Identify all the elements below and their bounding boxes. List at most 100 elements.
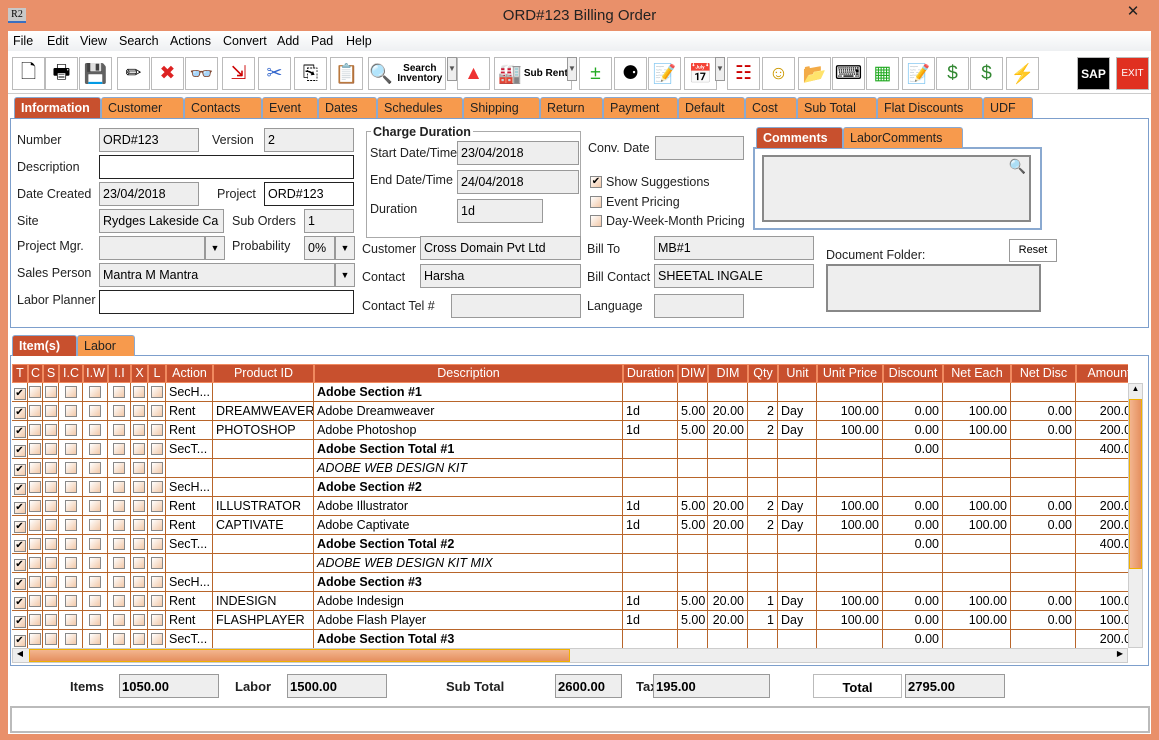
items-grid[interactable]: T C S I.C I.W I.I X L Action Product ID Descriptio… <box>12 362 1128 648</box>
dropdown-arrow-button[interactable]: ▼ <box>715 57 725 81</box>
row-checkbox-t[interactable]: ✔ <box>13 540 26 552</box>
sub-rent-button[interactable]: 🏭 Sub Rent <box>494 57 572 90</box>
table-cell-disc[interactable]: 0.00 <box>883 535 943 554</box>
row-checkbox-iw[interactable] <box>89 576 101 588</box>
reset-button[interactable]: Reset <box>1009 239 1057 262</box>
table-cell-unit[interactable] <box>778 440 817 459</box>
row-checkbox-s[interactable] <box>44 519 57 531</box>
table-cell-amt[interactable]: 100.00 <box>1076 592 1128 611</box>
column-header-c[interactable]: C <box>28 364 43 383</box>
conv-date-field[interactable] <box>655 136 744 160</box>
table-cell-unit[interactable]: Day <box>778 421 817 440</box>
row-checkbox-iw[interactable] <box>89 500 101 512</box>
table-cell-dur[interactable]: 1d <box>623 611 678 630</box>
row-checkbox-ic[interactable] <box>64 500 77 512</box>
table-cell-qty[interactable]: 2 <box>748 421 778 440</box>
row-checkbox-x[interactable] <box>133 424 145 436</box>
print-button[interactable]: 🖶 <box>45 57 78 90</box>
column-header-i-i[interactable]: I.I <box>108 364 131 383</box>
row-checkbox-s[interactable] <box>44 538 57 550</box>
table-cell-diw[interactable]: 5.00 <box>678 611 708 630</box>
comments-textarea[interactable]: 🔍 <box>762 155 1031 222</box>
table-cell-ndisc[interactable]: 0.00 <box>1011 421 1076 440</box>
table-cell-qty[interactable] <box>748 459 778 478</box>
end-field[interactable]: 24/04/2018 <box>457 170 579 194</box>
row-checkbox-iw[interactable] <box>89 519 101 531</box>
table-cell-action[interactable]: SecT... <box>166 630 213 648</box>
row-checkbox-t[interactable]: ✔ <box>13 407 26 419</box>
column-header-x[interactable]: X <box>131 364 148 383</box>
table-cell-qty[interactable]: 1 <box>748 611 778 630</box>
tab-contacts[interactable]: Contacts <box>184 97 262 118</box>
table-cell-pid[interactable] <box>213 573 314 592</box>
table-cell-ndisc[interactable]: 0.00 <box>1011 497 1076 516</box>
row-checkbox-ii[interactable] <box>113 386 125 398</box>
table-cell-dur[interactable] <box>623 573 678 592</box>
table-cell-ndisc[interactable] <box>1011 459 1076 478</box>
table-cell-action[interactable]: Rent <box>166 497 213 516</box>
column-header-i-w[interactable]: I.W <box>83 364 108 383</box>
table-cell-action[interactable]: SecH... <box>166 383 213 402</box>
table-cell-qty[interactable] <box>748 630 778 648</box>
table-cell-dur[interactable] <box>623 554 678 573</box>
notepad-edit-button[interactable]: 📝 <box>648 57 681 90</box>
table-cell-action[interactable] <box>166 459 213 478</box>
table-cell-qty[interactable]: 2 <box>748 497 778 516</box>
row-checkbox-ic[interactable] <box>64 405 77 417</box>
sub-orders-field[interactable]: 1 <box>304 209 354 233</box>
table-cell-pid[interactable]: DREAMWEAVER <box>213 402 314 421</box>
table-cell-action[interactable]: Rent <box>166 611 213 630</box>
table-cell-diw[interactable] <box>678 573 708 592</box>
close-icon[interactable]: ✕ <box>1126 3 1140 20</box>
table-cell-pid[interactable]: CAPTIVATE <box>213 516 314 535</box>
table-cell-desc[interactable]: Adobe Photoshop <box>314 421 623 440</box>
table-cell-unit[interactable] <box>778 554 817 573</box>
column-header-net-disc[interactable]: Net Disc <box>1011 364 1076 383</box>
row-checkbox-ii[interactable] <box>113 633 125 645</box>
column-header-unit[interactable]: Unit <box>778 364 817 383</box>
row-checkbox-x[interactable] <box>133 386 145 398</box>
row-checkbox-c[interactable] <box>29 557 41 569</box>
table-cell-each[interactable]: 100.00 <box>943 402 1011 421</box>
table-cell-pid[interactable]: ILLUSTRATOR <box>213 497 314 516</box>
row-checkbox-t[interactable]: ✔ <box>13 597 26 609</box>
tab-shipping[interactable]: Shipping <box>463 97 540 118</box>
menu-actions[interactable]: Actions <box>170 34 211 48</box>
row-checkbox-iw[interactable] <box>89 557 101 569</box>
row-checkbox-t[interactable]: ✔ <box>13 445 26 457</box>
table-cell-price[interactable] <box>817 440 883 459</box>
table-cell-unit[interactable] <box>778 630 817 648</box>
table-cell-price[interactable]: 100.00 <box>817 421 883 440</box>
table-cell-amt[interactable] <box>1076 383 1128 402</box>
table-cell-each[interactable]: 100.00 <box>943 611 1011 630</box>
table-cell-pid[interactable]: PHOTOSHOP <box>213 421 314 440</box>
table-cell-each[interactable] <box>943 440 1011 459</box>
table-cell-desc[interactable]: Adobe Captivate <box>314 516 623 535</box>
tab-items[interactable]: Item(s) <box>12 335 77 356</box>
row-checkbox-s[interactable] <box>44 633 57 645</box>
table-cell-unit[interactable]: Day <box>778 611 817 630</box>
row-checkbox-s[interactable] <box>44 614 57 626</box>
table-cell-price[interactable] <box>817 554 883 573</box>
table-cell-qty[interactable] <box>748 478 778 497</box>
table-cell-ndisc[interactable]: 0.00 <box>1011 516 1076 535</box>
row-checkbox-c[interactable] <box>29 405 41 417</box>
row-checkbox-x[interactable] <box>133 519 145 531</box>
row-checkbox-s[interactable] <box>44 576 57 588</box>
row-checkbox-x[interactable] <box>133 500 145 512</box>
table-cell-amt[interactable]: 200.00 <box>1076 497 1128 516</box>
table-cell-dim[interactable]: 20.00 <box>708 497 748 516</box>
table-cell-dur[interactable] <box>623 459 678 478</box>
table-cell-unit[interactable]: Day <box>778 402 817 421</box>
row-checkbox-t[interactable]: ✔ <box>13 521 26 533</box>
scroll-left-icon[interactable]: ◀ <box>16 649 24 658</box>
row-checkbox-ii[interactable] <box>113 576 125 588</box>
row-checkbox-t[interactable]: ✔ <box>13 635 26 647</box>
row-checkbox-x[interactable] <box>133 614 145 626</box>
cut-button[interactable]: ✂ <box>258 57 291 90</box>
row-checkbox-l[interactable] <box>150 576 163 588</box>
row-checkbox-ii[interactable] <box>113 405 125 417</box>
calendar-button[interactable]: 📅 <box>684 57 717 90</box>
row-checkbox-ic[interactable] <box>64 462 77 474</box>
table-cell-qty[interactable]: 1 <box>748 592 778 611</box>
